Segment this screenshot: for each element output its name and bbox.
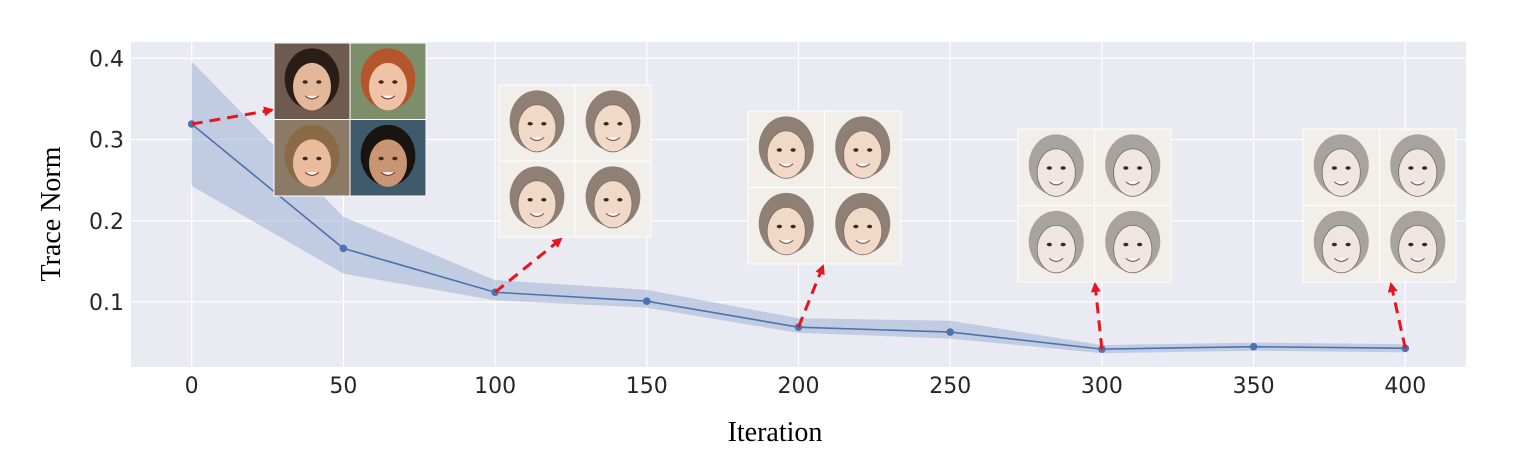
annotation-arrow [797,264,825,328]
annotation-arrow [1090,282,1104,350]
face-thumbnail [349,119,427,197]
face-thumbnail [574,160,652,238]
confidence-band [191,61,1406,354]
y-tick-labels: 0.1 0.2 0.3 0.4 [89,47,124,316]
face-grid-iter-0 [273,42,427,197]
std-band [191,61,1406,354]
face-thumbnail [1379,205,1457,283]
face-thumbnail [349,42,427,120]
x-tick-label: 300 [1081,374,1123,399]
face-thumbnail [498,84,576,162]
face-thumbnail [1302,128,1380,206]
y-tick-label: 0.2 [89,210,124,235]
x-tick-label: 50 [329,374,357,399]
data-point [1249,342,1258,351]
annotation-arrows [191,106,1407,350]
face-thumbnail [273,42,351,120]
x-tick-label: 0 [185,374,199,399]
y-tick-label: 0.4 [89,47,124,72]
face-thumbnail [1094,205,1172,283]
face-thumbnail [1017,128,1095,206]
face-thumbnail [1379,128,1457,206]
data-point [339,244,348,253]
face-thumbnail [1094,128,1172,206]
x-tick-labels: 0 50 100 150 200 250 300 350 400 [185,374,1427,399]
face-thumbnail [824,110,902,188]
face-thumbnail [498,160,576,238]
x-tick-label: 150 [626,374,668,399]
face-grid-iter-300 [1017,128,1172,283]
data-point [946,328,955,336]
y-tick-label: 0.1 [89,291,124,316]
face-thumbnail [1302,205,1380,283]
face-grids [273,42,1457,283]
y-tick-label: 0.3 [89,129,124,154]
data-point [642,297,651,305]
face-grid-iter-400 [1302,128,1457,283]
face-grid-iter-200 [747,110,902,265]
face-thumbnail [1017,205,1095,283]
annotation-arrow [191,106,274,126]
annotation-arrow [494,237,563,294]
x-tick-label: 250 [929,374,971,399]
face-thumbnail [747,187,825,265]
face-grid-iter-100 [498,84,652,238]
x-tick-label: 400 [1384,374,1426,399]
face-thumbnail [273,119,351,197]
x-tick-label: 350 [1233,374,1275,399]
y-axis-label: Trace Norm [36,146,67,281]
face-thumbnail [574,84,652,162]
face-thumbnail [824,187,902,265]
x-tick-label: 100 [474,374,516,399]
annotation-arrow [1387,282,1407,349]
x-axis-label: Iteration [728,417,823,448]
x-tick-label: 200 [778,374,820,399]
face-thumbnail [747,110,825,188]
